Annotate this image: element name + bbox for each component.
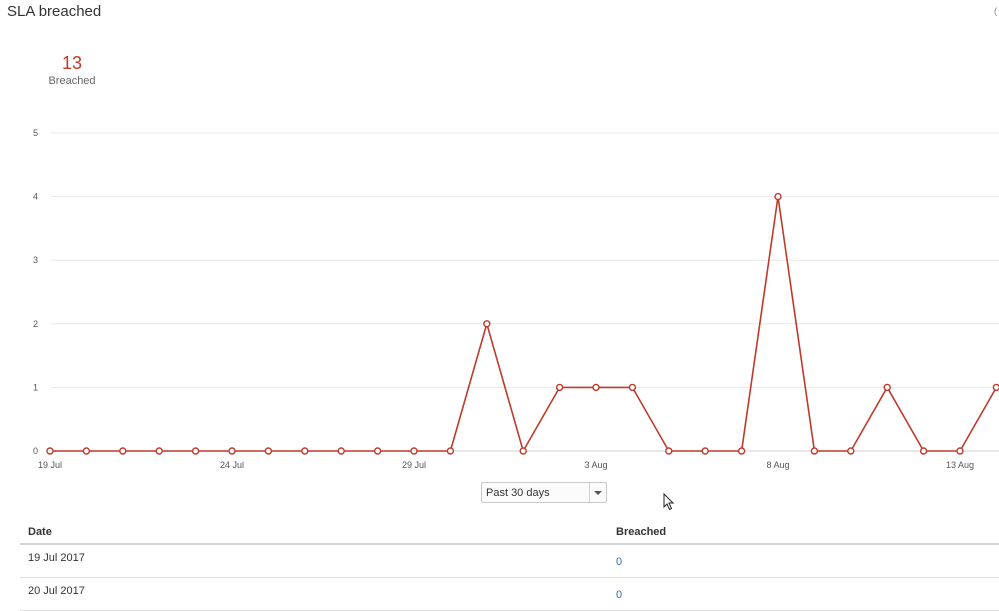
data-point bbox=[82, 447, 91, 455]
y-tick-label: 1 bbox=[33, 382, 38, 392]
breached-summary: 13 Breached bbox=[30, 52, 114, 87]
data-point bbox=[847, 447, 855, 455]
data-point bbox=[119, 447, 127, 455]
data-point bbox=[628, 383, 637, 392]
dropdown-toggle[interactable] bbox=[589, 483, 606, 502]
data-point bbox=[883, 383, 891, 392]
y-tick-label: 0 bbox=[33, 446, 38, 456]
data-point bbox=[264, 447, 273, 455]
data-point bbox=[410, 447, 418, 455]
data-point bbox=[592, 383, 600, 392]
table-header: Date Breached bbox=[20, 518, 999, 545]
data-point bbox=[810, 447, 819, 455]
data-point bbox=[373, 447, 382, 455]
y-tick-label: 3 bbox=[33, 255, 38, 265]
sla-breached-chart: 0 1 2 3 4 5 19 Jul 24 Jul 29 Jul 3 Aug 8 Aug 13 Aug bbox=[33, 128, 999, 470]
x-tick-label: 19 Jul bbox=[38, 460, 62, 470]
chevron-down-icon bbox=[594, 491, 602, 495]
x-tick-label: 13 Aug bbox=[946, 460, 974, 470]
y-tick-label: 2 bbox=[33, 319, 38, 329]
data-point bbox=[46, 447, 54, 455]
data-point bbox=[519, 447, 527, 455]
row-date: 19 Jul 2017 bbox=[28, 552, 85, 564]
x-tick-label: 8 Aug bbox=[766, 460, 789, 470]
x-tick-label: 24 Jul bbox=[220, 460, 244, 470]
data-point bbox=[919, 447, 928, 455]
data-point bbox=[555, 383, 564, 392]
y-tick-label: 4 bbox=[33, 192, 38, 202]
data-point bbox=[228, 447, 236, 455]
date-range-value: Past 30 days bbox=[486, 487, 550, 499]
column-header-date[interactable]: Date bbox=[28, 526, 52, 538]
table-row: 20 Jul 2017 0 bbox=[20, 578, 999, 611]
row-breached-link[interactable]: 0 bbox=[616, 589, 623, 601]
data-point bbox=[992, 383, 999, 392]
page-title: SLA breached bbox=[7, 3, 102, 20]
breached-count: 13 bbox=[61, 53, 83, 73]
data-point bbox=[337, 447, 345, 455]
data-point bbox=[701, 447, 709, 455]
data-point bbox=[483, 320, 491, 328]
data-point bbox=[774, 192, 782, 201]
row-date: 20 Jul 2017 bbox=[28, 585, 85, 597]
truncated-glyph: ( bbox=[994, 6, 997, 16]
column-header-breached[interactable]: Breached bbox=[616, 526, 667, 538]
data-point bbox=[737, 447, 746, 455]
date-range-select[interactable]: Past 30 days bbox=[481, 482, 607, 503]
data-point bbox=[301, 447, 309, 455]
breached-table: Date Breached 19 Jul 2017 0 20 Jul 2017 … bbox=[20, 518, 999, 611]
data-point bbox=[665, 447, 673, 455]
breached-label: Breached bbox=[48, 75, 96, 87]
data-point bbox=[446, 447, 455, 455]
table-row: 19 Jul 2017 0 bbox=[20, 545, 999, 578]
row-breached-link[interactable]: 0 bbox=[616, 556, 623, 568]
data-point bbox=[956, 447, 964, 455]
x-tick-label: 3 Aug bbox=[584, 460, 607, 470]
x-tick-label: 29 Jul bbox=[402, 460, 426, 470]
y-tick-label: 5 bbox=[33, 128, 38, 138]
mouse-pointer-icon bbox=[663, 493, 675, 511]
data-point bbox=[191, 447, 200, 455]
data-point bbox=[155, 447, 163, 455]
